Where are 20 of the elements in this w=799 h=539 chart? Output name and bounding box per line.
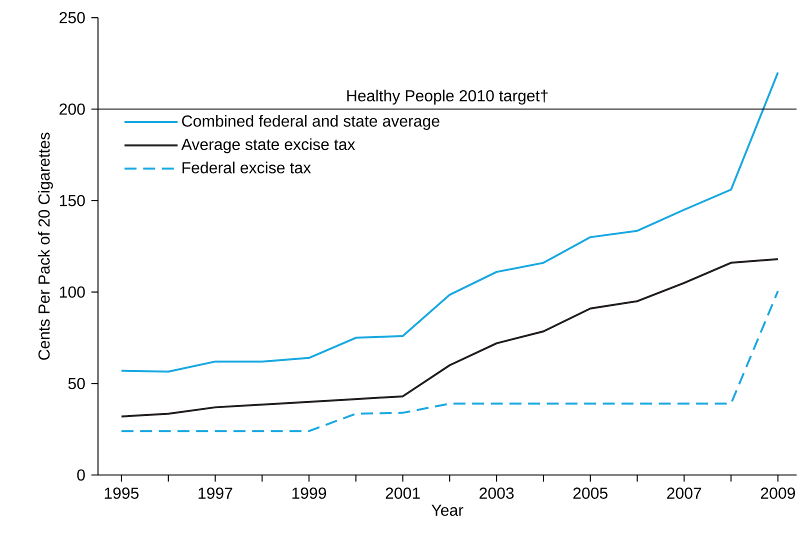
y-tick-label: 50 [68,378,85,390]
x-tick-label: 2005 [573,488,608,499]
x-tick-label: 1997 [198,488,232,499]
y-tick-label: 250 [60,12,85,24]
x-tick-label: 2009 [760,488,795,499]
x-axis-title: Year [432,504,464,516]
legend-label: Average state excise tax [181,138,356,154]
x-tick-label: 1995 [104,488,139,499]
y-tick-label: 150 [60,194,85,206]
y-axis-title: Cents Per Pack of 20 Cigarettes [38,132,53,360]
x-tick-label: 2003 [480,488,514,499]
x-tick-label: 2001 [386,488,420,499]
x-tick-label: 2007 [667,488,702,499]
legend-label: Combined federal and state average [182,115,440,130]
legend-label: Federal excise tax [182,162,311,174]
y-tick-label: 200 [60,103,85,115]
y-tick-label: 100 [60,286,85,298]
y-tick-label: 0 [77,469,85,481]
x-tick-label: 1999 [292,488,326,499]
ref-line-label: Healthy People 2010 target† [347,90,548,105]
